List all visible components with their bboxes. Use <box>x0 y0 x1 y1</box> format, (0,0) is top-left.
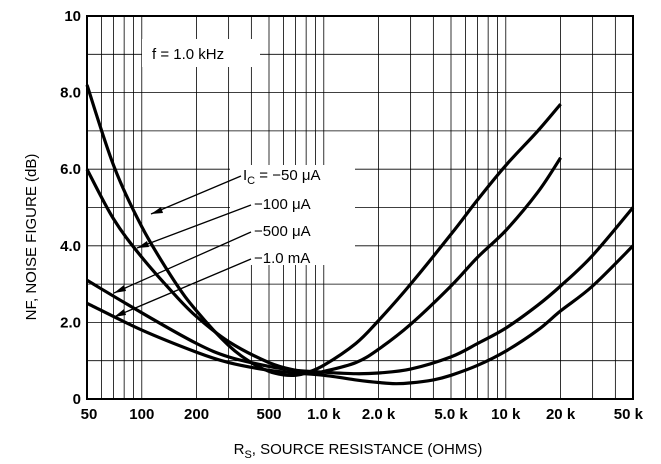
x-tick-label: 20 k <box>546 406 576 423</box>
x-tick-label: 5.0 k <box>434 406 468 423</box>
x-tick-label: 500 <box>256 406 281 423</box>
x-tick-label: 1.0 k <box>307 406 341 423</box>
arrow-head-1ma <box>114 309 126 317</box>
series-line-3 <box>86 206 635 376</box>
y-tick-labels: 0 2.0 4.0 6.0 8.0 10 <box>60 8 81 408</box>
condition-label: f = 1.0 kHz <box>152 46 224 63</box>
arrow-head-500ua <box>114 285 126 293</box>
legend-arrows <box>113 175 252 318</box>
x-axis-title: RS, SOURCE RESISTANCE (OHMS) <box>234 441 483 461</box>
arrow-head-100ua <box>137 241 149 248</box>
x-tick-label: 100 <box>129 406 154 423</box>
y-tick-label: 6.0 <box>60 161 81 178</box>
x-tick-label: 200 <box>184 406 209 423</box>
legend-label-1ma: −1.0 mA <box>254 250 310 267</box>
y-tick-label: 8.0 <box>60 85 81 102</box>
legend-background <box>230 165 355 265</box>
plot-frame <box>86 15 634 400</box>
x-tick-label: 2.0 k <box>362 406 396 423</box>
arrow-line-500ua <box>113 231 252 294</box>
arrow-head-50ua <box>151 207 163 214</box>
arrow-line-1ma <box>113 258 252 318</box>
y-axis-title: NF, NOISE FIGURE (dB) <box>23 154 40 321</box>
arrow-line-50ua <box>150 175 242 215</box>
x-tick-labels: 50 100 200 500 1.0 k 2.0 k 5.0 k 10 k 20 k 50 k <box>81 406 644 423</box>
legend-label-50ua: IC = −50 μA <box>243 167 320 187</box>
series-layer <box>85 84 635 386</box>
y-tick-label: 10 <box>64 8 81 25</box>
legend-label-100ua: −100 μA <box>254 196 311 213</box>
x-tick-label: 50 <box>81 406 98 423</box>
y-tick-label: 2.0 <box>60 314 81 331</box>
series-line-4 <box>86 244 635 386</box>
condition-label-background <box>142 39 260 67</box>
legend-label-500ua: −500 μA <box>254 223 311 240</box>
y-tick-label: 0 <box>73 391 81 408</box>
arrow-line-100ua <box>136 204 252 249</box>
x-tick-label: 50 k <box>614 406 644 423</box>
x-tick-label: 10 k <box>491 406 521 423</box>
y-tick-label: 4.0 <box>60 238 81 255</box>
